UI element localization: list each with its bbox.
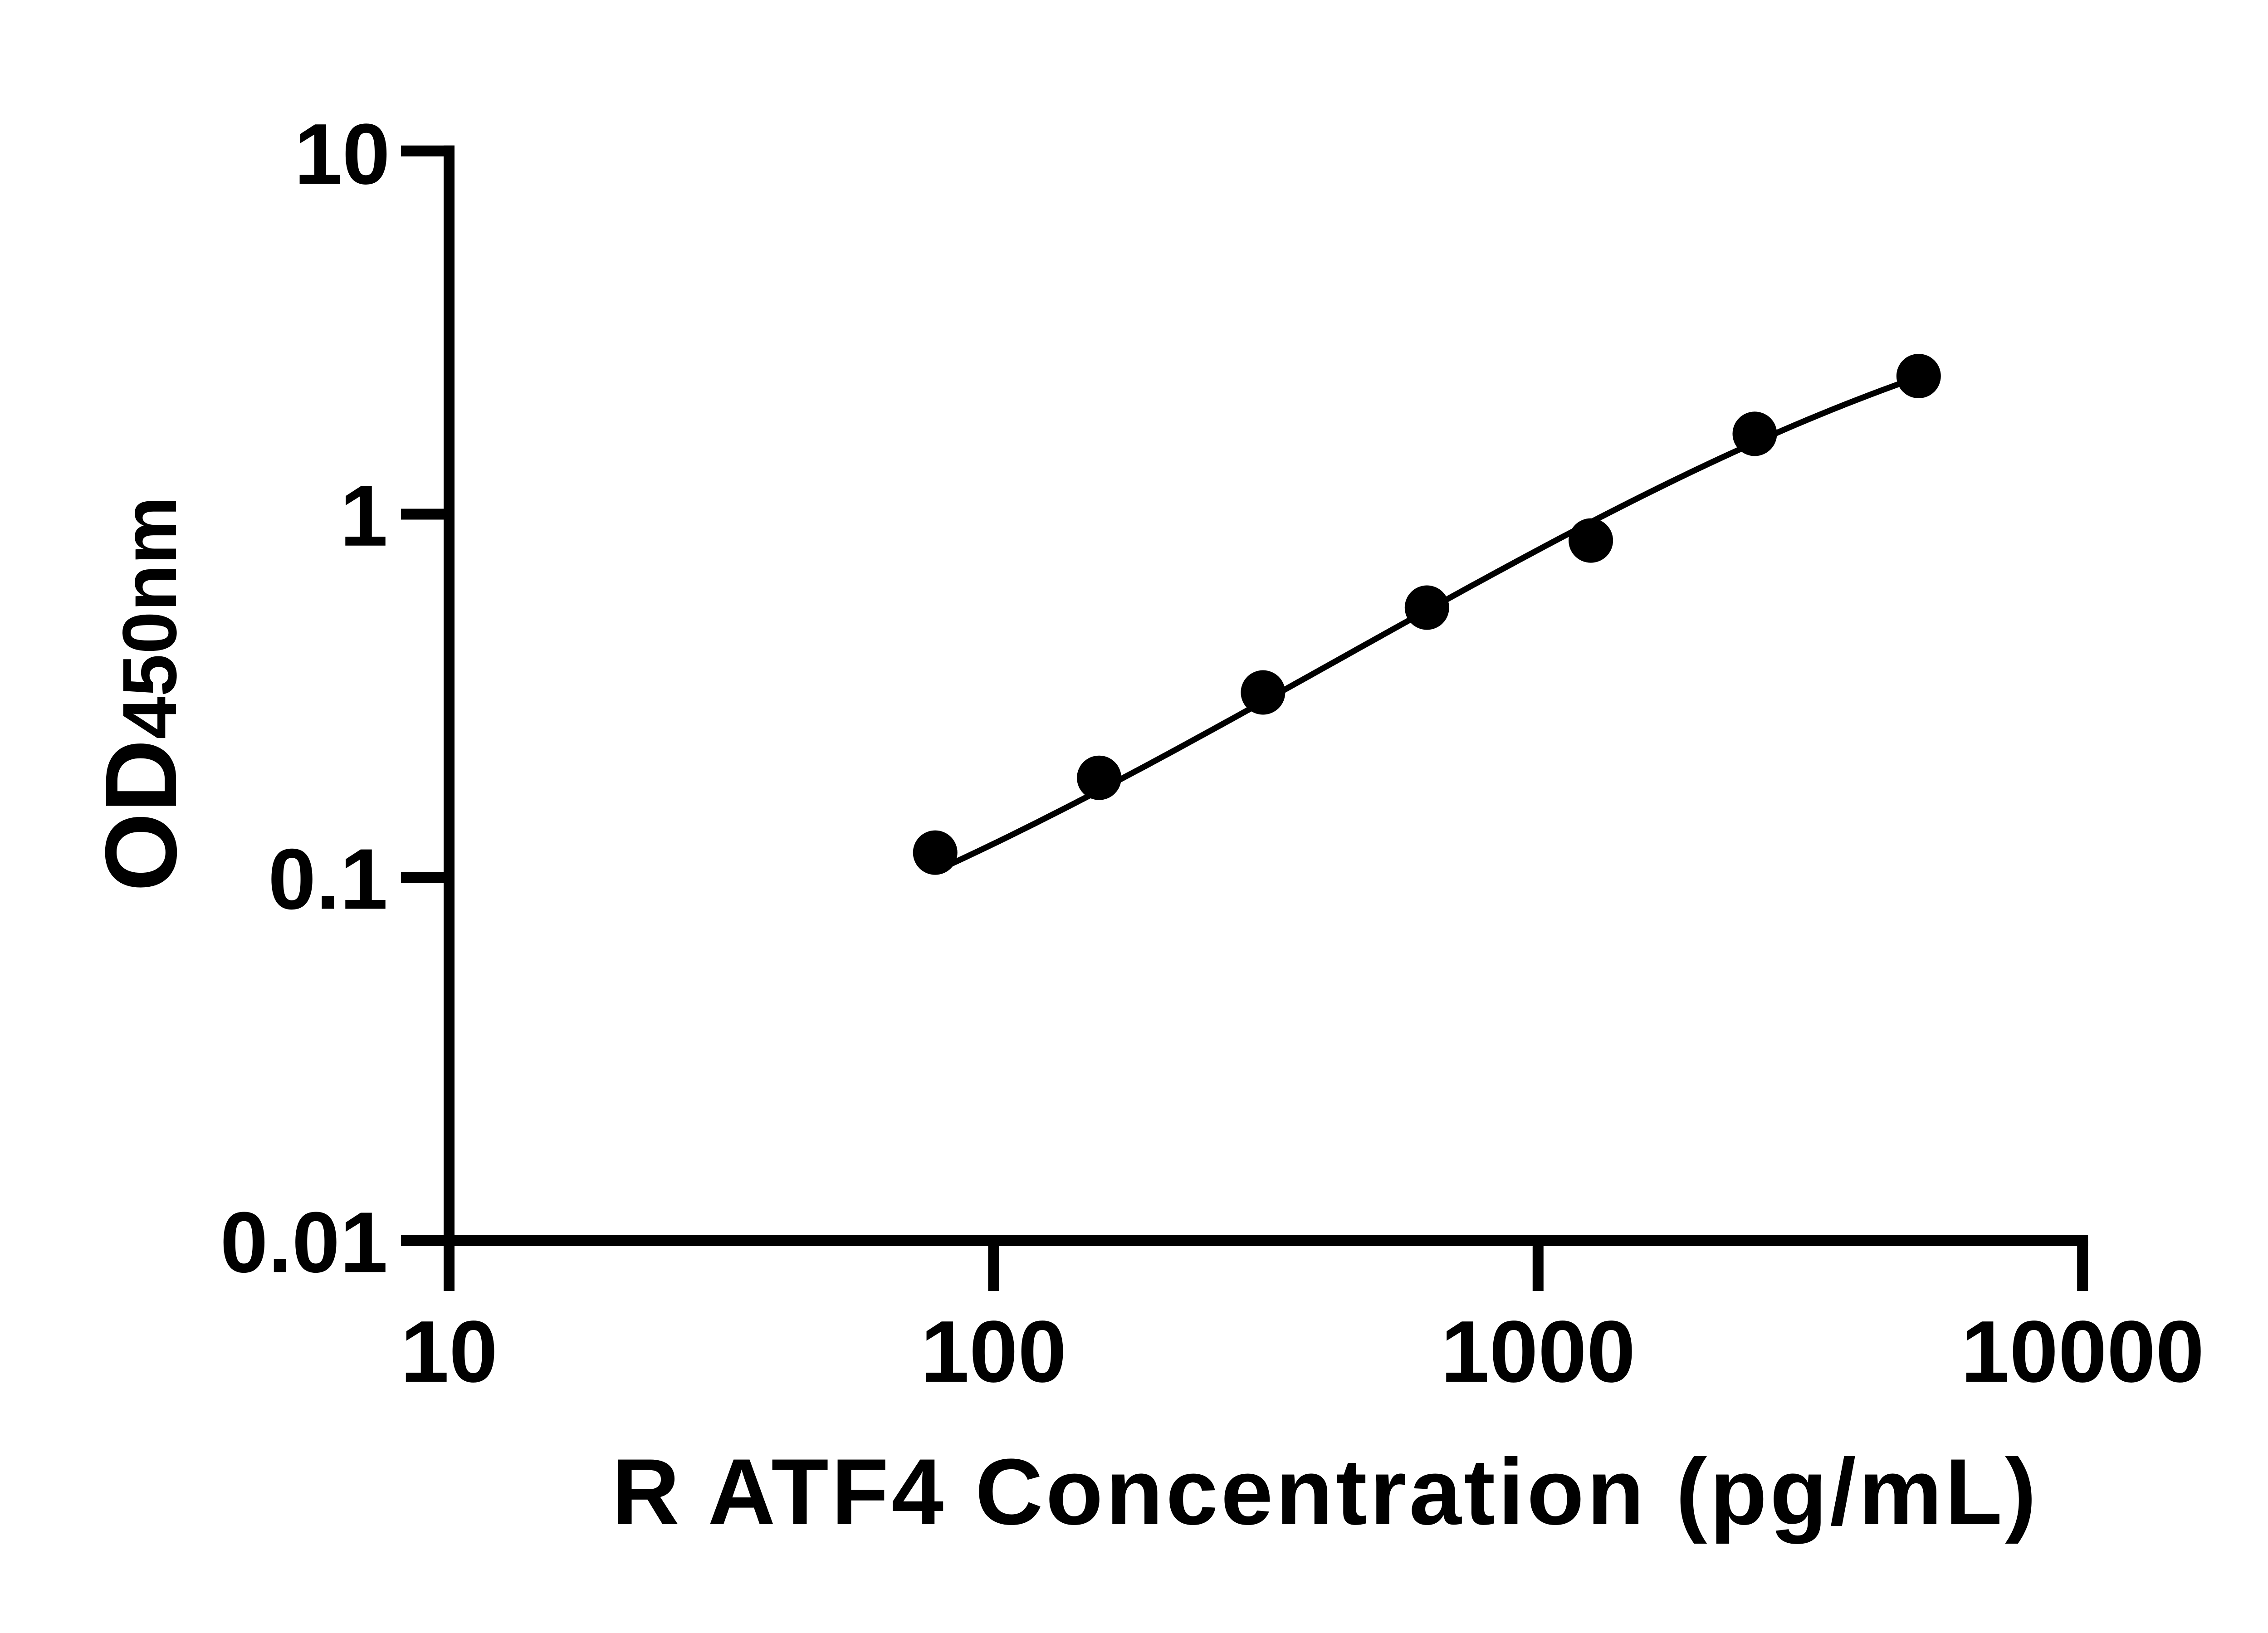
svg-text:1: 1 [340, 468, 388, 564]
svg-text:10000: 10000 [1961, 1302, 2204, 1400]
svg-text:10: 10 [294, 106, 390, 202]
svg-text:1000: 1000 [1441, 1302, 1635, 1400]
svg-text:100: 100 [920, 1302, 1066, 1400]
svg-text:OD450nm: OD450nm [84, 496, 198, 891]
svg-text:R ATF4 Concentration (pg/mL): R ATF4 Concentration (pg/mL) [612, 1439, 2039, 1544]
svg-text:0.1: 0.1 [268, 831, 388, 927]
svg-text:10: 10 [401, 1302, 498, 1400]
svg-text:0.01: 0.01 [220, 1194, 388, 1291]
